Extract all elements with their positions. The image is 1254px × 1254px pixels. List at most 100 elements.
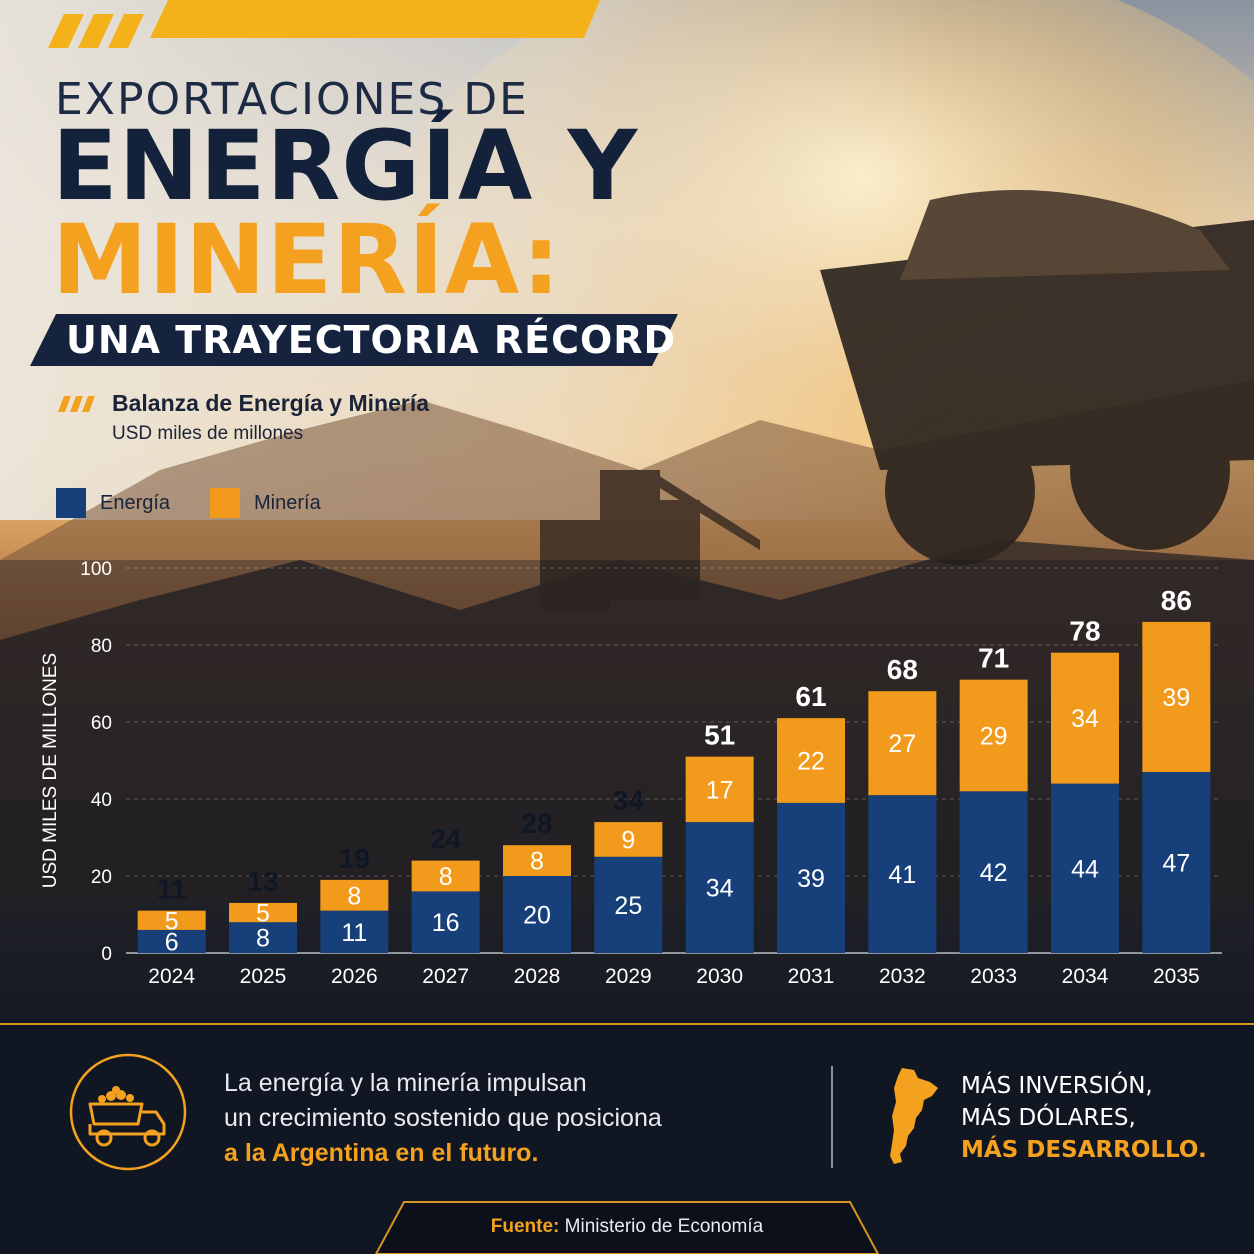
data-label-mineria: 34 [1071, 705, 1099, 733]
bar-energia [503, 876, 571, 953]
y-tick-label: 100 [80, 559, 112, 580]
data-label-mineria: 5 [165, 907, 179, 935]
y-tick-label: 60 [91, 713, 112, 734]
bar-mineria [685, 756, 754, 823]
data-label-energia: 11 [341, 919, 367, 947]
bar-energia [868, 795, 937, 953]
chart-unit: USD miles de millones [112, 423, 304, 444]
data-label-total: 78 [1069, 616, 1100, 647]
data-label-energia: 8 [256, 925, 270, 953]
dump-truck-icon [69, 1053, 187, 1171]
x-tick-label: 2034 [1062, 965, 1109, 988]
bottom-message: La energía y la minería impulsan un crec… [224, 1066, 662, 1171]
slogan-line-2: MÁS DÓLARES, [961, 1105, 1136, 1131]
data-label-total: 68 [887, 654, 918, 685]
data-label-energia: 34 [706, 875, 734, 903]
bottom-line-2: un crecimiento sostenido que posiciona [224, 1104, 662, 1132]
bar-energia [594, 856, 663, 953]
x-tick-label: 2026 [331, 965, 378, 988]
data-label-energia: 20 [523, 902, 551, 930]
title-line-2: ENERGÍA Y [52, 110, 639, 222]
data-label-energia: 16 [432, 909, 460, 937]
bar-mineria [137, 910, 206, 930]
legend-label-mineria: Minería [254, 491, 321, 514]
data-label-mineria: 29 [980, 722, 1008, 750]
legend-swatch-energia [56, 488, 86, 518]
bar-energia [229, 922, 297, 953]
data-label-total: 19 [339, 843, 370, 874]
x-tick-label: 2032 [879, 965, 926, 988]
data-label-energia: 44 [1071, 855, 1099, 883]
x-tick-label: 2033 [970, 965, 1017, 988]
x-tick-label: 2028 [514, 965, 561, 988]
bar-energia [320, 910, 389, 953]
bar-energia [137, 929, 206, 953]
data-label-total: 51 [704, 720, 735, 751]
data-label-mineria: 8 [347, 882, 361, 910]
slogan: MÁS INVERSIÓN, MÁS DÓLARES, MÁS DESARROL… [961, 1070, 1207, 1166]
bar-mineria [777, 718, 845, 803]
y-tick-label: 40 [91, 790, 112, 811]
title-line-1: EXPORTACIONES DE [55, 74, 529, 125]
data-label-energia: 25 [614, 892, 642, 920]
data-label-energia: 41 [888, 861, 916, 889]
y-tick-label: 0 [101, 944, 112, 965]
data-label-total: 61 [795, 681, 826, 712]
x-tick-label: 2025 [240, 965, 287, 988]
bar-mineria [1142, 621, 1211, 773]
bar-mineria [1051, 652, 1119, 784]
legend-mineria: Minería [210, 488, 321, 518]
x-tick-label: 2029 [605, 965, 652, 988]
argentina-map-icon [890, 1068, 938, 1164]
bar-mineria [868, 691, 937, 796]
data-label-total: 71 [978, 643, 1009, 674]
y-tick-label: 20 [91, 867, 112, 888]
data-label-energia: 6 [165, 928, 179, 956]
x-tick-label: 2031 [788, 965, 835, 988]
data-label-mineria: 5 [256, 900, 270, 928]
bar-energia [1051, 783, 1119, 953]
data-label-energia: 39 [797, 865, 825, 893]
data-label-mineria: 8 [439, 863, 453, 891]
source-label: Fuente: [490, 1216, 560, 1237]
data-label-mineria: 39 [1162, 684, 1190, 712]
source-credit: Fuente: Ministerio de Economía [0, 1216, 1254, 1238]
bar-mineria [411, 860, 480, 892]
data-label-mineria: 17 [706, 776, 734, 804]
bar-mineria [959, 679, 1028, 792]
bar-energia [777, 802, 845, 953]
legend-label-energia: Energía [100, 491, 171, 514]
bar-mineria [229, 902, 297, 923]
bar-mineria [503, 845, 571, 876]
x-tick-label: 2024 [148, 965, 195, 988]
bar-mineria [320, 879, 389, 911]
data-label-total: 11 [157, 874, 187, 905]
bar-mineria [594, 822, 663, 857]
source-text: Ministerio de Economía [564, 1216, 764, 1237]
slogan-line-3: MÁS DESARROLLO. [961, 1137, 1207, 1163]
bottom-line-1: La energía y la minería impulsan [224, 1069, 587, 1097]
data-label-mineria: 8 [530, 848, 544, 876]
x-tick-label: 2035 [1153, 965, 1200, 988]
data-label-total: 28 [521, 808, 552, 839]
chart-subtitle: Balanza de Energía y Minería [112, 390, 430, 416]
data-label-total: 86 [1161, 585, 1192, 616]
title-line-3: MINERÍA: [52, 204, 562, 316]
y-axis-label: USD MILES DE MILLONES [40, 653, 61, 888]
data-label-total: 34 [613, 785, 645, 816]
x-tick-label: 2030 [696, 965, 743, 988]
data-label-mineria: 22 [797, 748, 825, 776]
bar-energia [1142, 772, 1211, 953]
bottom-line-3: a la Argentina en el futuro. [224, 1139, 539, 1167]
bar-energia [959, 791, 1028, 953]
legend-energia: Energía [56, 488, 170, 518]
data-label-total: 24 [430, 824, 462, 855]
data-label-mineria: 9 [621, 826, 635, 854]
data-label-energia: 47 [1162, 850, 1190, 878]
data-label-mineria: 27 [888, 730, 916, 758]
x-tick-label: 2027 [422, 965, 469, 988]
data-label-total: 13 [247, 866, 278, 897]
title-banner: UNA TRAYECTORIA RÉCORD [66, 318, 677, 362]
